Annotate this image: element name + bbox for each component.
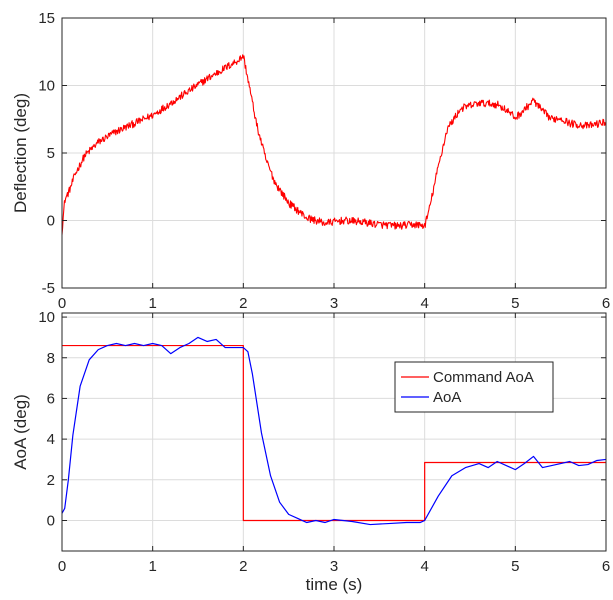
- x-tick-label: 6: [602, 295, 610, 312]
- y-tick-label: 15: [38, 10, 55, 27]
- x-tick-label: 0: [58, 558, 66, 575]
- x-tick-label: 4: [420, 295, 428, 312]
- y-tick-label: 0: [47, 512, 55, 529]
- legend-entry: Command AoA: [433, 369, 534, 386]
- x-tick-label: 1: [148, 295, 156, 312]
- y-axis-label: AoA (deg): [11, 394, 30, 470]
- y-tick-label: 10: [38, 309, 55, 326]
- aoa-plot: 0 1 2 3 4 5 6 0 2 4 6 8 10 AoA (deg) time (s) Command A…: [11, 309, 610, 594]
- x-tick-label: 4: [420, 558, 428, 575]
- x-tick-label: 0: [58, 295, 66, 312]
- y-tick-label: -5: [42, 280, 55, 297]
- x-tick-label: 3: [330, 558, 338, 575]
- y-axis-label: Deflection (deg): [11, 93, 30, 213]
- legend-entry: AoA: [433, 389, 461, 406]
- x-tick-label: 6: [602, 558, 610, 575]
- x-tick-label: 3: [330, 295, 338, 312]
- x-tick-label: 5: [511, 558, 519, 575]
- x-tick-label: 2: [239, 295, 247, 312]
- x-tick-label: 1: [148, 558, 156, 575]
- x-axis-label: time (s): [306, 575, 363, 594]
- y-tick-label: 6: [47, 390, 55, 407]
- y-tick-label: 0: [47, 213, 55, 230]
- y-tick-label: 8: [47, 350, 55, 367]
- legend: Command AoA AoA: [395, 362, 553, 412]
- x-tick-label: 5: [511, 295, 519, 312]
- y-tick-label: 2: [47, 472, 55, 489]
- y-tick-label: 5: [47, 145, 55, 162]
- y-tick-label: 10: [38, 78, 55, 95]
- x-tick-label: 2: [239, 558, 247, 575]
- y-tick-label: 4: [47, 431, 55, 448]
